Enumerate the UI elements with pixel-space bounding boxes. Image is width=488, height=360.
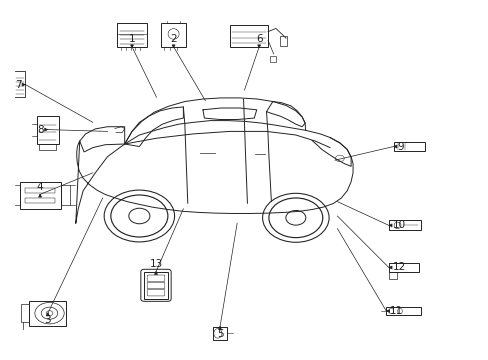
Text: 5: 5 (216, 329, 223, 339)
Text: 7: 7 (15, 80, 21, 90)
Text: 8: 8 (37, 125, 44, 135)
Text: 1: 1 (128, 34, 135, 44)
Text: 2: 2 (170, 34, 177, 44)
Text: 12: 12 (392, 262, 405, 273)
Text: 9: 9 (397, 141, 404, 152)
Text: 6: 6 (255, 34, 262, 44)
Text: 13: 13 (149, 259, 163, 269)
Text: 4: 4 (37, 181, 43, 192)
Text: 10: 10 (392, 220, 405, 230)
Text: 11: 11 (389, 306, 403, 316)
Text: 3: 3 (44, 315, 51, 325)
